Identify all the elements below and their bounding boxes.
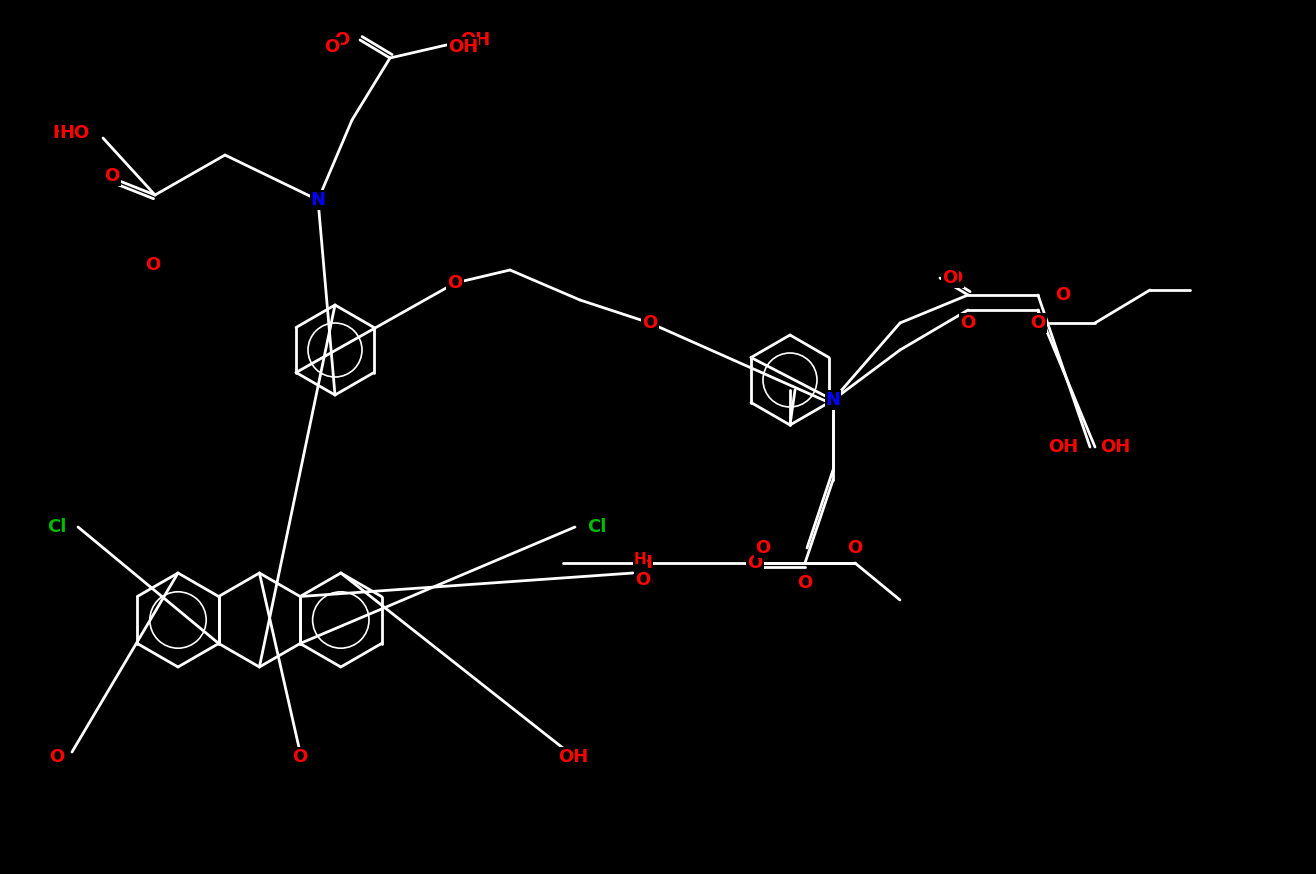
Text: O: O — [334, 31, 350, 49]
Text: OH: OH — [1048, 438, 1078, 456]
Text: O: O — [755, 539, 771, 557]
Text: O: O — [961, 314, 975, 332]
Text: OH: OH — [558, 748, 588, 766]
Text: O: O — [636, 571, 650, 589]
Text: O: O — [145, 256, 161, 274]
Text: O: O — [1030, 314, 1046, 332]
Text: OH: OH — [447, 38, 478, 56]
Text: HO: HO — [59, 124, 89, 142]
Text: O: O — [747, 554, 763, 572]
Text: O: O — [50, 748, 64, 766]
Text: O: O — [948, 269, 962, 287]
Text: OH: OH — [459, 31, 490, 49]
Text: H: H — [637, 554, 653, 572]
Text: O: O — [104, 167, 120, 185]
Text: O: O — [848, 539, 862, 557]
Text: O: O — [447, 274, 463, 292]
Text: Cl: Cl — [587, 518, 607, 536]
Text: H: H — [633, 552, 646, 567]
Text: N: N — [311, 191, 325, 209]
Text: O: O — [642, 314, 658, 332]
Text: OH: OH — [1100, 438, 1130, 456]
Text: O: O — [292, 748, 308, 766]
Text: Cl: Cl — [46, 518, 66, 536]
Text: O: O — [1055, 286, 1071, 304]
Text: O: O — [637, 574, 653, 592]
Text: N: N — [825, 391, 841, 409]
Text: O: O — [797, 574, 812, 592]
Text: HO: HO — [53, 124, 83, 142]
Text: O: O — [942, 269, 958, 287]
Text: O: O — [324, 38, 340, 56]
